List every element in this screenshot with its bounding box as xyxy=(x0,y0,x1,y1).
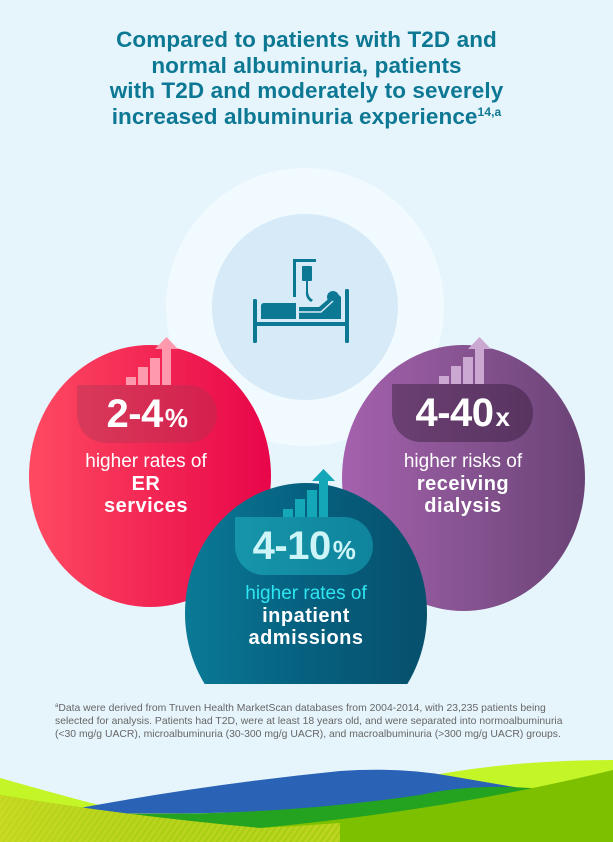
dialysis-stat-caption: higher risks of receiving dialysis xyxy=(403,451,523,517)
inpatient-stat-caption: higher rates of inpatient admissions xyxy=(245,583,367,649)
title-citation: 14,a xyxy=(477,104,502,119)
hospital-bed-icon xyxy=(253,259,349,343)
title-line-3: with T2D and moderately to severely xyxy=(109,78,504,103)
title-line-4: increased albuminuria experience14,a xyxy=(111,103,502,129)
title-line-1: Compared to patients with T2D and xyxy=(116,27,497,52)
inpatient-admissions-circle xyxy=(185,483,427,684)
footnote-text: Data were derived from Truven Health Mar… xyxy=(55,703,563,740)
dialysis-stat-value: 4-40 x xyxy=(392,384,533,442)
decorative-waves xyxy=(0,760,613,842)
title-line-2: normal albuminuria, patients xyxy=(151,52,462,78)
er-stat-caption: higher rates of ER services xyxy=(85,451,207,517)
page-title: Compared to patients with T2D and normal… xyxy=(0,27,613,129)
er-stat-value: 2-4% xyxy=(77,385,217,443)
footnote-marker: a xyxy=(55,703,59,709)
rising-bar-chart-icon xyxy=(126,337,178,385)
rising-bar-chart-icon xyxy=(283,469,335,517)
inpatient-stat-value: 4-10% xyxy=(235,517,373,575)
rising-bar-chart-icon xyxy=(439,337,491,384)
footnote: aData were derived from Truven Health Ma… xyxy=(55,702,575,741)
